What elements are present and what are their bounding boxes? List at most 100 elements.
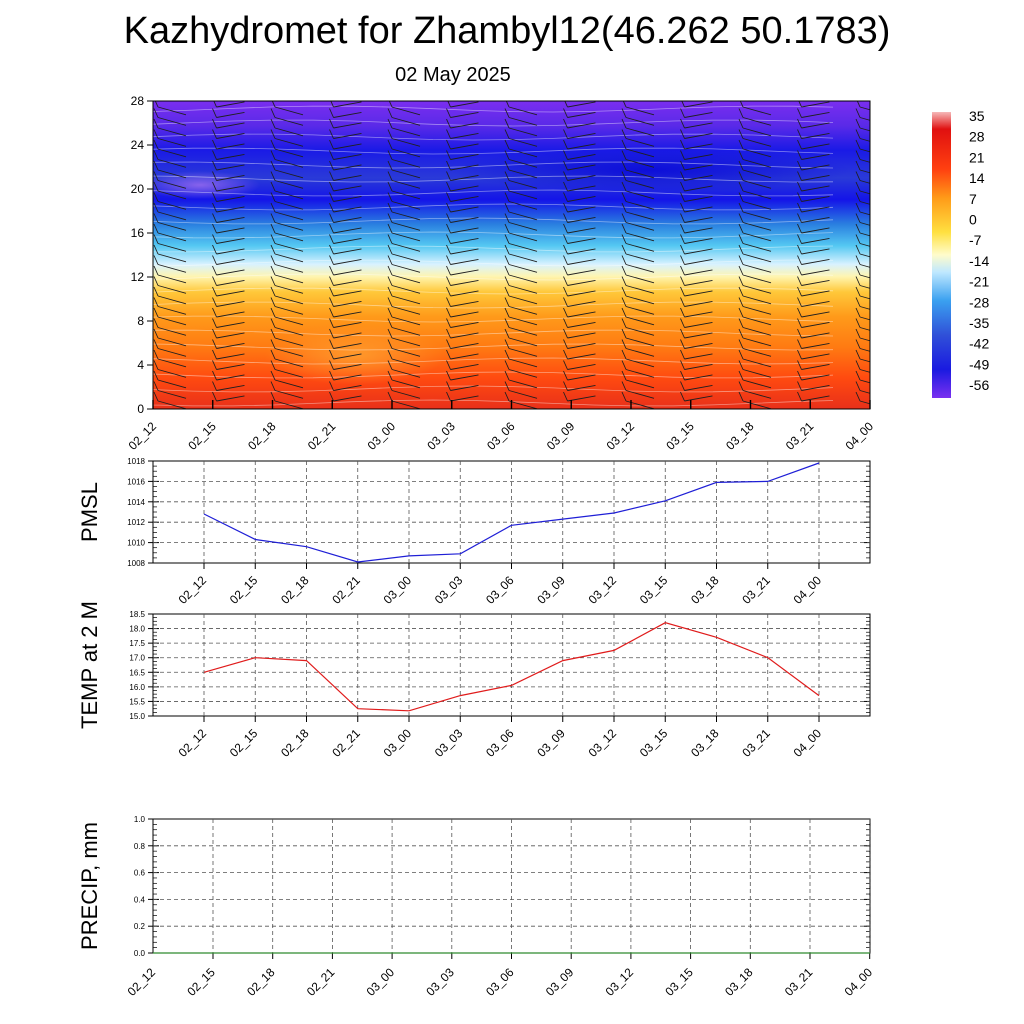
barb-staff	[684, 143, 713, 150]
y-tick-label: 1014	[127, 498, 145, 507]
barb-flag	[680, 213, 685, 223]
barb-staff	[567, 385, 596, 391]
barb-staff	[157, 274, 187, 284]
x-tick-label: 03_00	[381, 726, 415, 760]
barb-staff	[274, 390, 304, 399]
barb-flag	[680, 244, 685, 255]
cold-core	[450, 148, 850, 192]
barb-staff	[625, 285, 655, 294]
x-tick-label: 03_15	[663, 419, 697, 453]
barb-flag	[738, 318, 744, 328]
barb-staff	[801, 364, 830, 370]
barb-flag	[855, 234, 861, 244]
barb-staff	[274, 222, 304, 231]
barb-flag	[446, 307, 451, 318]
colorbar-label: 21	[969, 149, 985, 165]
barb-staff	[801, 332, 830, 339]
colorbar-labels: 35 28 21 14 7 0 -7 -14 -21 -28 -35 -42 -49 -56	[969, 108, 989, 393]
barb-staff	[391, 348, 421, 357]
barb-flag	[797, 234, 802, 244]
barb-flag	[446, 276, 451, 286]
barb-staff	[216, 385, 245, 391]
barb-flag	[504, 160, 510, 171]
barb-flag	[270, 318, 276, 328]
x-tick-label: 04_00	[791, 573, 825, 607]
barb-flag	[270, 171, 276, 181]
barb-staff	[216, 374, 245, 381]
barb-flag	[621, 213, 627, 223]
barb-flag	[738, 171, 744, 181]
barb-flag	[563, 129, 568, 139]
barb-flag	[797, 286, 802, 297]
colorbar: 35 28 21 14 7 0 -7 -14 -21 -28 -35 -42 -49 -56	[932, 108, 989, 398]
barb-flag	[797, 192, 802, 202]
barb-flag	[680, 391, 685, 402]
barb-flag	[153, 160, 159, 171]
barb-staff	[216, 185, 245, 192]
barb-staff	[859, 169, 870, 174]
barb-flag	[681, 101, 685, 108]
barb-flag	[855, 307, 861, 318]
barb-flag	[446, 202, 451, 213]
barb-flag	[446, 391, 451, 402]
barb-flag	[797, 297, 802, 307]
barb-staff	[742, 306, 772, 315]
barb-staff	[742, 159, 772, 168]
barb-staff	[859, 295, 870, 300]
barb-staff	[333, 290, 362, 297]
barb-staff	[333, 112, 362, 118]
barb-flag	[329, 181, 334, 192]
barb-flag	[564, 101, 568, 108]
x-tick-label: 03_03	[432, 573, 466, 607]
barb-staff	[742, 180, 772, 189]
barb-staff	[742, 117, 772, 126]
barb-flag	[855, 297, 861, 307]
barb-staff	[859, 106, 870, 111]
barb-flag	[329, 139, 334, 150]
barb-flag	[797, 223, 802, 234]
barb-staff	[567, 248, 596, 255]
barb-flag	[680, 286, 685, 297]
barb-flag	[563, 391, 568, 402]
barb-staff	[391, 159, 421, 168]
barb-staff	[157, 159, 187, 168]
barb-flag	[387, 129, 393, 139]
barb-staff	[333, 238, 362, 244]
barb-staff	[450, 269, 479, 276]
barb-flag	[504, 129, 510, 139]
barb-flag	[212, 139, 217, 150]
barb-staff	[625, 379, 655, 389]
barb-flag	[270, 244, 276, 255]
barb-flag	[680, 160, 685, 171]
barb-staff	[625, 148, 655, 158]
isotherm	[153, 357, 834, 365]
y-tick-label: 1018	[127, 457, 145, 466]
barb-staff	[801, 259, 830, 265]
barb-staff	[450, 164, 479, 171]
barb-staff	[508, 316, 538, 326]
barb-flag	[563, 139, 568, 150]
barb-staff	[684, 290, 713, 297]
barb-flag	[212, 286, 217, 297]
isotherm	[153, 147, 834, 155]
barb-staff	[625, 127, 655, 137]
x-tick-label: 02_18	[245, 419, 279, 453]
x-tick-label: 03_18	[723, 419, 757, 453]
x-tick-label: 03_15	[637, 573, 671, 607]
barb-staff	[567, 364, 596, 370]
barb-staff	[391, 306, 421, 315]
barb-flag	[446, 234, 451, 244]
barb-flag	[680, 181, 685, 192]
barb-staff	[567, 395, 596, 402]
barb-flag	[855, 150, 861, 160]
barb-staff	[391, 211, 421, 221]
barb-flag	[797, 381, 802, 391]
barb-staff	[450, 343, 479, 349]
barb-flag	[504, 339, 510, 349]
barb-flag	[270, 223, 276, 234]
barb-staff	[742, 169, 772, 179]
barb-flag	[855, 286, 861, 297]
barb-flag	[563, 286, 568, 297]
barb-flag	[797, 328, 802, 339]
barb-staff	[567, 112, 596, 118]
